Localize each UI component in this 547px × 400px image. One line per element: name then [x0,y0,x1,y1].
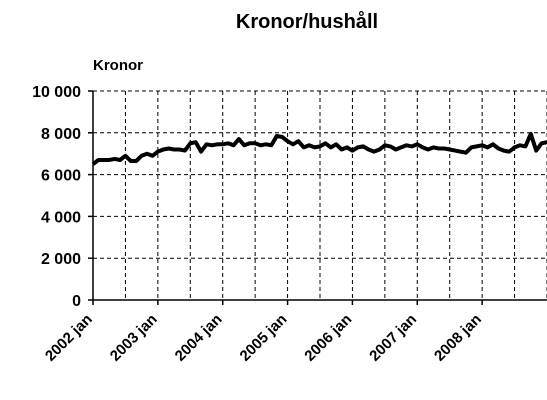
chart-title: Kronor/hushåll [236,10,378,33]
y-tick-label: 6 000 [41,168,81,185]
x-tick-label: 2005 jan [237,311,291,365]
x-tick-label: 2002 jan [42,311,96,365]
x-tick-label: 2007 jan [366,311,420,365]
x-tick-label: 2008 jan [431,311,485,365]
x-tick-label: 2006 jan [301,311,355,365]
y-tick-label: 8 000 [41,126,81,143]
y-tick-label: 4 000 [41,209,81,226]
line [91,131,547,166]
x-tick-label: 2003 jan [107,311,161,365]
x-tick-label: 2004 jan [172,311,226,365]
y-axis-label: Kronor [93,57,143,74]
y-tick-label: 2 000 [41,251,81,268]
y-tick-label: 10 000 [32,84,81,101]
y-tick-label: 0 [72,293,81,310]
